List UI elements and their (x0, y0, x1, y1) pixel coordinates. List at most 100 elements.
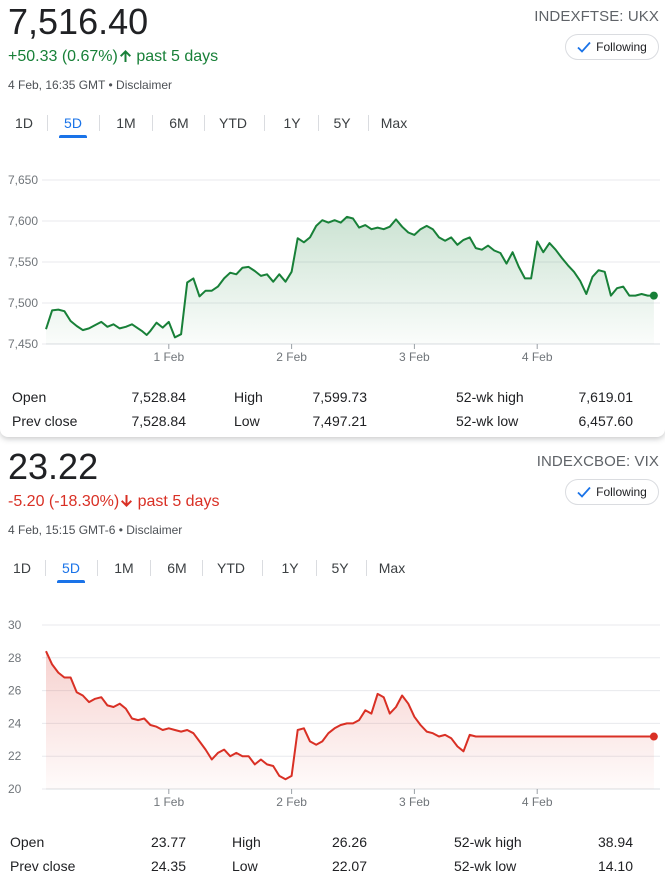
x-tick-label: 3 Feb (399, 795, 430, 809)
series-area (46, 651, 654, 789)
tab-6m[interactable]: 6M (167, 560, 187, 576)
stat-label-high: High (232, 834, 261, 850)
tab-1m[interactable]: 1M (116, 115, 136, 131)
stat-value-52wk-low: 14.10 (597, 858, 633, 874)
x-tick-label: 1 Feb (153, 350, 184, 364)
tab-1d[interactable]: 1D (15, 115, 33, 131)
stat-value-52wk-high: 7,619.01 (578, 389, 634, 405)
y-tick-label: 24 (8, 716, 22, 730)
series-area (46, 216, 654, 344)
tab-5d[interactable]: 5D (57, 553, 85, 583)
tab-1m[interactable]: 1M (114, 560, 134, 576)
y-tick-label: 26 (8, 684, 22, 698)
tab-5y[interactable]: 5Y (333, 115, 351, 131)
following-label: Following (596, 485, 647, 499)
change-period: past 5 days (136, 48, 219, 65)
tab-6m[interactable]: 6M (169, 115, 189, 131)
stat-label-52wk-low: 52-wk low (454, 858, 517, 874)
tab-1y[interactable]: 1Y (283, 115, 301, 131)
check-icon (577, 486, 591, 498)
following-button[interactable]: Following (565, 479, 659, 505)
stat-label-open: Open (12, 389, 47, 405)
tab-divider (202, 560, 203, 576)
stat-label-low: Low (232, 858, 258, 874)
stat-label-prev-close: Prev close (10, 858, 76, 874)
stat-label-high: High (234, 389, 263, 405)
price: 23.22 (8, 446, 99, 487)
last-value-marker (649, 291, 658, 300)
tab-divider (152, 115, 153, 131)
stat-label-52wk-high: 52-wk high (456, 389, 524, 405)
range-tabs: 1D 5D 1M 6M YTD 1Y 5Y Max (0, 553, 665, 585)
x-tick-label: 3 Feb (399, 350, 430, 364)
tab-divider (366, 560, 367, 576)
change-value: +50.33 (0.67%) (8, 48, 118, 65)
tab-max[interactable]: Max (378, 560, 406, 576)
last-value-marker (649, 732, 658, 741)
tab-1d[interactable]: 1D (13, 560, 31, 576)
price-chart[interactable]: 7,450 7,500 7,550 7,600 7,650 1 Feb 2 Feb 3 Feb… (0, 170, 665, 370)
disclaimer-link[interactable]: Disclaimer (116, 78, 173, 92)
stat-label-52wk-low: 52-wk low (456, 413, 519, 429)
arrow-up-icon (119, 48, 131, 68)
ticker-symbol: INDEXCBOE: VIX (536, 453, 659, 470)
tab-max[interactable]: Max (380, 115, 408, 131)
quote-card-vix: 23.22 -5.20 (-18.30%) past 5 days 4 Feb,… (0, 437, 665, 874)
tab-ytd[interactable]: YTD (217, 560, 245, 576)
tab-divider (204, 115, 205, 131)
tab-divider (316, 560, 317, 576)
timestamp-line: 4 Feb, 16:35 GMT • Disclaimer (8, 78, 173, 92)
change-value: -5.20 (-18.30%) (8, 493, 120, 510)
y-tick-label: 28 (8, 651, 22, 665)
x-tick-label: 2 Feb (276, 795, 307, 809)
stat-value-52wk-high: 38.94 (597, 834, 633, 850)
x-tick-label: 2 Feb (276, 350, 307, 364)
tab-ytd[interactable]: YTD (219, 115, 247, 131)
stat-value-low: 7,497.21 (312, 413, 368, 429)
tab-divider (262, 560, 263, 576)
tab-divider (368, 115, 369, 131)
stat-value-open: 23.77 (150, 834, 186, 850)
stat-value-52wk-low: 6,457.60 (578, 413, 634, 429)
stat-label-low: Low (234, 413, 260, 429)
stat-value-prev-close: 7,528.84 (131, 413, 187, 429)
y-tick-label: 20 (8, 782, 22, 796)
y-tick-label: 7,600 (8, 214, 38, 228)
price-change: +50.33 (0.67%) past 5 days (8, 47, 218, 68)
price-change: -5.20 (-18.30%) past 5 days (8, 492, 219, 513)
stat-value-prev-close: 24.35 (150, 858, 186, 874)
price-chart[interactable]: 20 22 24 26 28 30 1 Feb 2 Feb 3 Feb 4 Feb (0, 615, 665, 815)
tab-divider (45, 560, 46, 576)
stat-value-high: 7,599.73 (312, 389, 368, 405)
following-button[interactable]: Following (565, 34, 659, 60)
following-label: Following (596, 40, 647, 54)
timestamp-line: 4 Feb, 15:15 GMT-6 • Disclaimer (8, 523, 183, 537)
tab-divider (99, 115, 100, 131)
x-tick-label: 1 Feb (153, 795, 184, 809)
disclaimer-link[interactable]: Disclaimer (126, 523, 183, 537)
tab-divider (264, 115, 265, 131)
tab-1y[interactable]: 1Y (281, 560, 299, 576)
timestamp: 4 Feb, 15:15 GMT-6 (8, 523, 116, 537)
stat-value-open: 7,528.84 (131, 389, 187, 405)
y-tick-label: 7,550 (8, 255, 38, 269)
stat-label-prev-close: Prev close (12, 413, 78, 429)
range-tabs: 1D 5D 1M 6M YTD 1Y 5Y Max (0, 108, 665, 140)
stat-label-52wk-high: 52-wk high (454, 834, 522, 850)
tab-divider (97, 560, 98, 576)
ticker-symbol: INDEXFTSE: UKX (534, 8, 659, 25)
tab-5y[interactable]: 5Y (331, 560, 349, 576)
x-tick-label: 4 Feb (522, 795, 553, 809)
check-icon (577, 41, 591, 53)
price: 7,516.40 (8, 1, 149, 42)
tab-divider (318, 115, 319, 131)
tab-divider (47, 115, 48, 131)
y-tick-label: 7,500 (8, 296, 38, 310)
arrow-down-icon (121, 493, 133, 513)
tab-divider (150, 560, 151, 576)
y-tick-label: 22 (8, 749, 22, 763)
series-line (45, 215, 654, 339)
y-tick-label: 7,650 (8, 173, 38, 187)
x-tick-label: 4 Feb (522, 350, 553, 364)
tab-5d[interactable]: 5D (59, 108, 87, 138)
